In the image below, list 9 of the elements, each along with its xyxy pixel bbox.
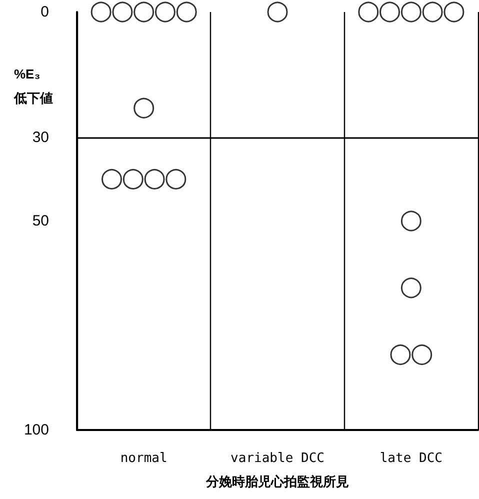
x-tick-label: variable DCC xyxy=(230,451,324,466)
y-tick-label: 0 xyxy=(40,4,49,20)
x-tick-label: normal xyxy=(120,451,168,466)
x-tick-label: late DCC xyxy=(380,451,442,466)
y-axis-title: %E₃ 低下値 xyxy=(13,66,53,106)
y-tick-label: 30 xyxy=(32,128,49,146)
y-tick-label: 50 xyxy=(32,212,49,230)
x-axis-title: 分娩時胎児心拍監視所見 xyxy=(205,474,349,490)
y-tick-label: 100 xyxy=(24,422,49,438)
